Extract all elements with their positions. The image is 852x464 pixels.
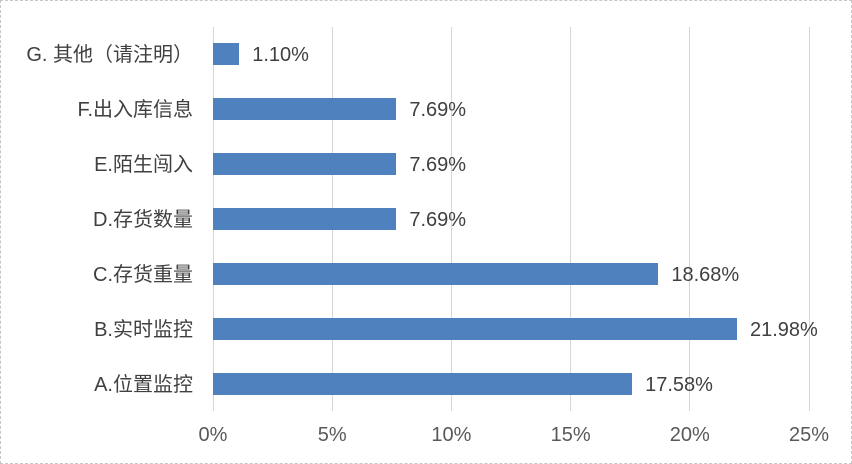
bar [213,317,737,340]
bar [213,153,397,176]
category-label: E.陌生闯入 [94,154,193,177]
category-label: A.位置监控 [94,373,193,396]
category-label: D.存货数量 [93,209,193,231]
bar [213,262,659,285]
data-label: 1.10% [252,44,309,67]
gridline [450,27,452,411]
x-tick-label: 20% [669,424,710,446]
data-label: 18.68% [671,263,740,286]
data-label: 7.69% [409,209,467,231]
x-tick-label: 15% [550,424,591,446]
gridline [689,27,691,411]
gridline [570,27,572,411]
category-label: B.实时监控 [94,318,193,341]
category-label: G. 其他（请注明） [26,44,193,67]
category-label: C.存货重量 [93,263,193,286]
bar [213,98,397,121]
plot-area: 1.10% 7.69% 7.69% 7.69% 18.68% 21.98% 17.58% [212,27,818,411]
data-label: 7.69% [409,154,467,177]
bar [213,208,397,230]
x-tick-label: 0% [198,424,228,446]
gridline [808,27,810,411]
x-tick-label: 25% [788,424,830,446]
data-label: 21.98% [750,318,818,341]
bar [213,372,633,395]
x-tick-label: 5% [317,424,347,446]
data-label: 17.58% [645,373,713,396]
bar [213,43,240,66]
data-label: 7.69% [409,99,467,122]
category-label: F.出入库信息 [77,99,193,122]
x-tick-label: 10% [431,424,472,446]
